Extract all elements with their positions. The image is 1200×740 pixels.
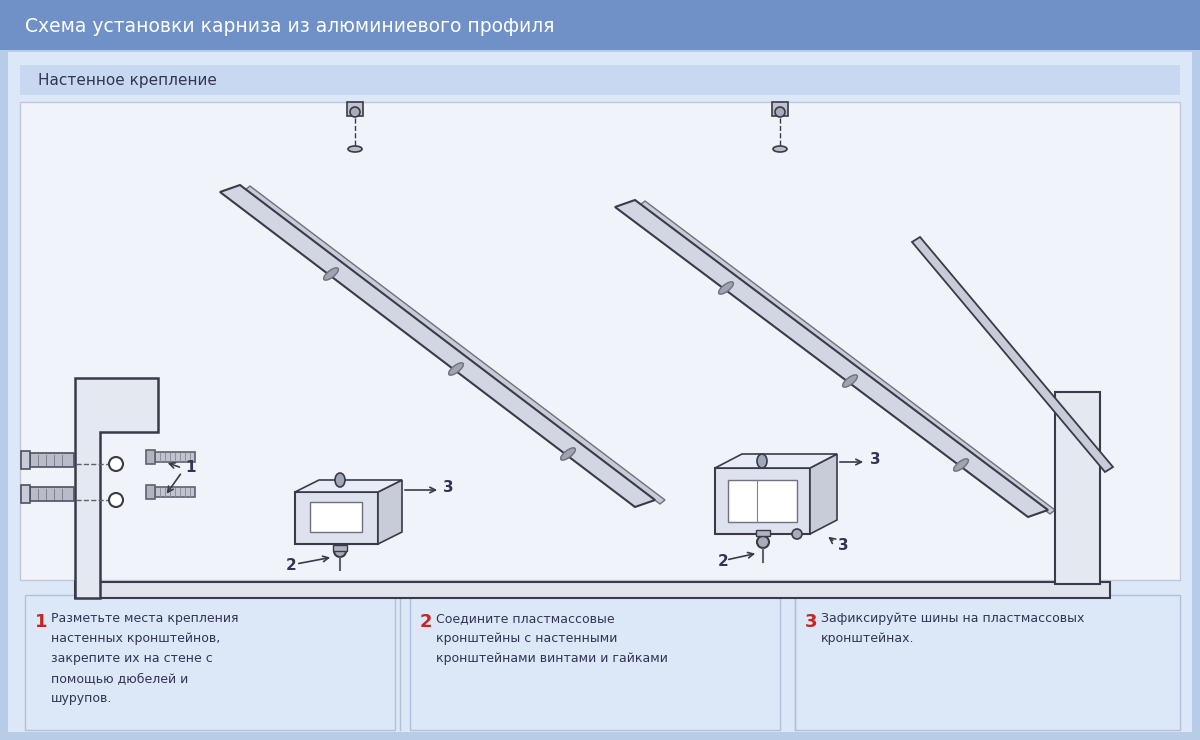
Text: Соедините пластмассовые: Соедините пластмассовые xyxy=(436,612,614,625)
Text: Зафиксируйте шины на пластмассовых: Зафиксируйте шины на пластмассовых xyxy=(821,612,1085,625)
Text: 3: 3 xyxy=(443,480,454,496)
Polygon shape xyxy=(155,487,194,497)
Text: 3: 3 xyxy=(805,613,817,631)
Polygon shape xyxy=(1055,392,1100,584)
Polygon shape xyxy=(74,582,1110,598)
Polygon shape xyxy=(22,451,30,469)
Polygon shape xyxy=(74,378,158,598)
Polygon shape xyxy=(295,480,402,492)
Polygon shape xyxy=(912,237,1114,472)
Circle shape xyxy=(757,536,769,548)
Polygon shape xyxy=(30,487,74,501)
Text: кронштейнами винтами и гайками: кронштейнами винтами и гайками xyxy=(436,652,668,665)
Polygon shape xyxy=(616,200,1048,517)
Ellipse shape xyxy=(560,448,576,460)
Text: кронштейнах.: кронштейнах. xyxy=(821,632,914,645)
Ellipse shape xyxy=(324,268,338,280)
Circle shape xyxy=(334,545,346,557)
Polygon shape xyxy=(146,450,155,464)
Polygon shape xyxy=(756,530,770,536)
Polygon shape xyxy=(155,452,194,462)
Text: закрепите их на стене с: закрепите их на стене с xyxy=(50,652,212,665)
Text: 2: 2 xyxy=(718,554,728,570)
Ellipse shape xyxy=(842,375,858,387)
Text: настенных кронштейнов,: настенных кронштейнов, xyxy=(50,632,221,645)
Polygon shape xyxy=(347,102,364,116)
Text: 1: 1 xyxy=(35,613,48,631)
Circle shape xyxy=(792,529,802,539)
Polygon shape xyxy=(378,480,402,544)
Text: 1: 1 xyxy=(185,460,196,476)
Ellipse shape xyxy=(449,363,463,375)
Polygon shape xyxy=(310,502,362,532)
Text: шурупов.: шурупов. xyxy=(50,692,113,705)
Bar xyxy=(410,595,780,730)
Text: 3: 3 xyxy=(870,452,881,468)
Ellipse shape xyxy=(348,146,362,152)
Ellipse shape xyxy=(757,454,767,468)
Polygon shape xyxy=(772,102,788,116)
Text: 3: 3 xyxy=(838,539,848,554)
Polygon shape xyxy=(220,185,655,507)
Polygon shape xyxy=(728,480,797,522)
Bar xyxy=(0,0,1200,50)
Ellipse shape xyxy=(719,282,733,295)
Ellipse shape xyxy=(335,473,346,487)
Bar xyxy=(25,595,395,730)
Circle shape xyxy=(350,107,360,117)
Polygon shape xyxy=(715,454,838,468)
Text: 2: 2 xyxy=(420,613,432,631)
Text: Схема установки карниза из алюминиевого профиля: Схема установки карниза из алюминиевого … xyxy=(25,18,554,36)
Polygon shape xyxy=(30,453,74,467)
Text: помощью дюбелей и: помощью дюбелей и xyxy=(50,672,188,685)
Text: Разметьте места крепления: Разметьте места крепления xyxy=(50,612,239,625)
Ellipse shape xyxy=(954,459,968,471)
Polygon shape xyxy=(295,492,378,544)
Text: кронштейны с настенными: кронштейны с настенными xyxy=(436,632,617,645)
Bar xyxy=(796,595,1180,730)
Circle shape xyxy=(109,457,124,471)
Polygon shape xyxy=(245,186,665,504)
Text: Настенное крепление: Настенное крепление xyxy=(38,73,217,87)
Bar xyxy=(20,65,1180,95)
Text: 2: 2 xyxy=(286,559,296,574)
Polygon shape xyxy=(810,454,838,534)
Polygon shape xyxy=(334,545,347,551)
Ellipse shape xyxy=(773,146,787,152)
Circle shape xyxy=(775,107,785,117)
Bar xyxy=(20,102,1180,580)
Polygon shape xyxy=(22,485,30,503)
Polygon shape xyxy=(640,201,1055,514)
Circle shape xyxy=(109,493,124,507)
Polygon shape xyxy=(146,485,155,499)
Polygon shape xyxy=(715,468,810,534)
